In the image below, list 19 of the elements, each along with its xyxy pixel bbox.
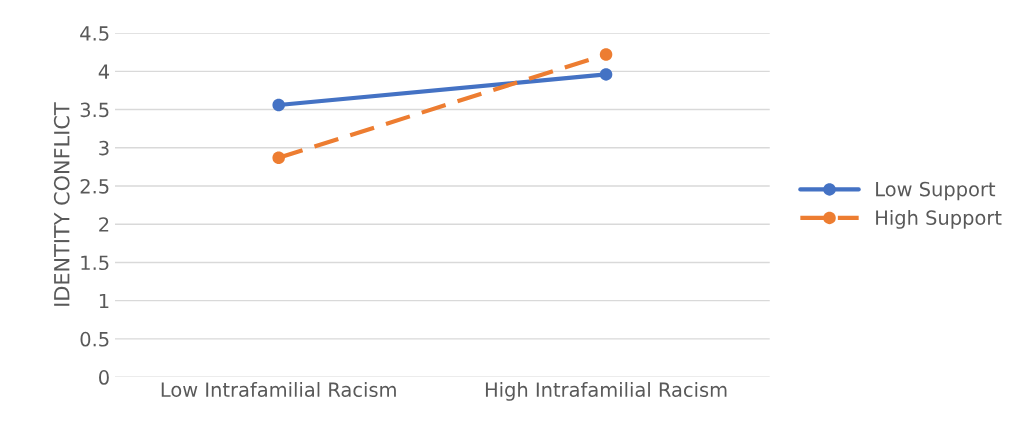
point <box>599 68 613 81</box>
y-tick-label: 3.5 <box>80 102 109 118</box>
legend-label: High Support <box>876 209 1002 229</box>
x-tick-label: Low Intrafamilial Racism <box>161 381 396 398</box>
y-tick-label: 0.5 <box>80 331 109 347</box>
point <box>272 98 285 112</box>
y-tick-label: 0 <box>99 370 109 385</box>
point <box>272 151 285 164</box>
x-tick-label: High Intrafamilial Racism <box>485 381 727 401</box>
y-tick-label: 4 <box>98 64 110 79</box>
y-axis-title: IDENTITY CONFLICT <box>53 102 70 306</box>
y-tick-label: 1 <box>99 293 109 309</box>
y-tick-label: 2 <box>99 217 109 232</box>
y-tick-label: 2.5 <box>80 178 109 194</box>
y-tick-label: 4.5 <box>80 26 109 41</box>
y-tick-label: 3 <box>99 140 109 156</box>
legend-label: Low Support <box>876 181 996 201</box>
point <box>599 48 613 61</box>
y-tick-label: 1.5 <box>81 255 109 271</box>
